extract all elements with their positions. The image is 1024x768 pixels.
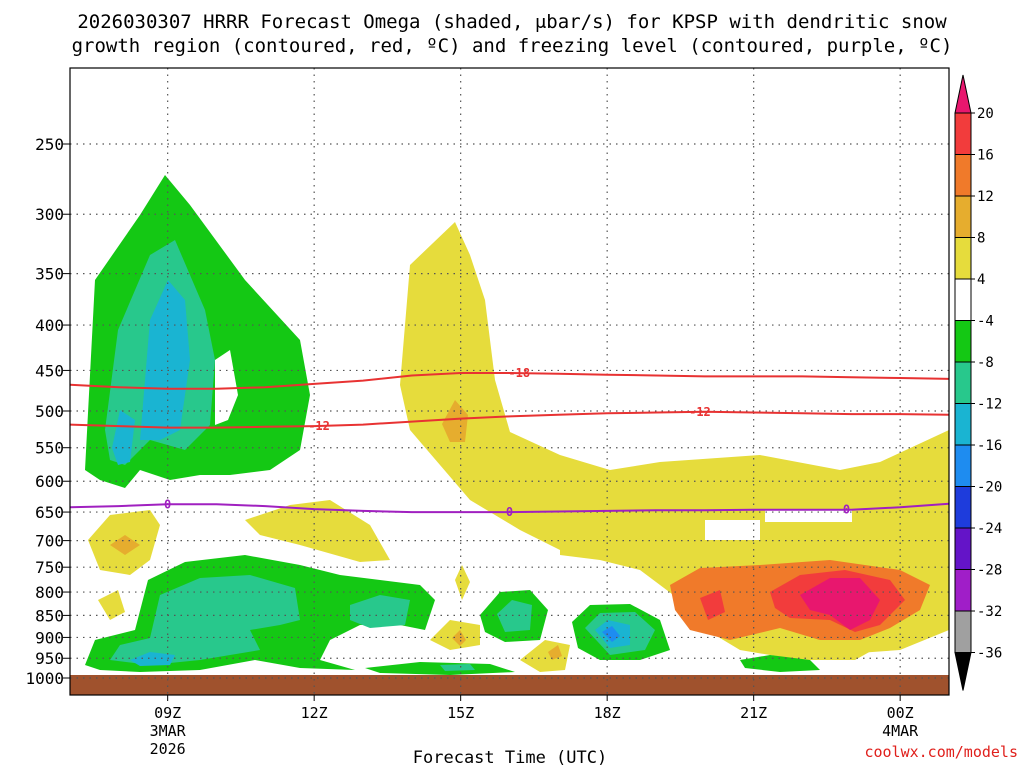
plot-area: -18 -12 -12 0 0 0 xyxy=(70,68,949,695)
y-tick-label: 650 xyxy=(35,503,64,522)
omega-region-green-surface xyxy=(365,662,515,675)
x-tick-label: 00Z xyxy=(887,704,914,722)
y-tick-label: 350 xyxy=(35,265,64,284)
omega-region-orange-blob-b xyxy=(452,630,466,646)
y-tick-label: 300 xyxy=(35,205,64,224)
omega-region-teal-lower-c xyxy=(497,600,532,632)
y-tick-label: 900 xyxy=(35,628,64,647)
chart-title-line2: growth region (contoured, red, ºC) and f… xyxy=(72,35,953,57)
omega-shading xyxy=(85,175,949,675)
colorbar: 20 16 12 8 4 -4 -8 -12 -16 -20 -24 -28 -32 -36 xyxy=(954,74,1002,691)
y-tick-label: 600 xyxy=(35,472,64,491)
omega-region-green-surface-b xyxy=(740,655,820,672)
colorbar-swatch xyxy=(954,569,972,612)
omega-region-cyan-lower xyxy=(130,652,175,666)
omega-region-pink-low xyxy=(800,578,880,630)
y-tick-label: 400 xyxy=(35,316,64,335)
x-tick-label: 18Z xyxy=(594,704,621,722)
y-tick-label: 850 xyxy=(35,606,64,625)
omega-region-red-low xyxy=(700,590,725,620)
x-tick-label: 21Z xyxy=(740,704,767,722)
colorbar-label: -4 xyxy=(977,314,994,330)
omega-clear-bar-1 xyxy=(705,520,760,540)
colorbar-label: -32 xyxy=(977,604,1002,620)
omega-region-teal-lower-b xyxy=(350,595,410,628)
omega-region-orange-blob-c xyxy=(548,645,562,660)
plot-frame xyxy=(69,67,950,696)
colorbar-label: -36 xyxy=(977,646,1002,662)
y-tick-label: 450 xyxy=(35,361,64,380)
colorbar-swatch xyxy=(954,444,972,487)
contour-label: 0 xyxy=(164,497,171,511)
x-axis-title: Forecast Time (UTC) xyxy=(413,748,607,768)
omega-region-yellow-blob-b xyxy=(98,590,125,620)
y-tick-label: 250 xyxy=(35,135,64,154)
y-tick-label: 950 xyxy=(35,649,64,668)
x-tick-date: 3MAR xyxy=(150,722,187,740)
x-tick-label: 12Z xyxy=(301,704,328,722)
colorbar-swatch xyxy=(954,74,972,114)
colorbar-label: 4 xyxy=(977,272,985,288)
colorbar-swatch xyxy=(954,320,972,363)
colorbar-label: -8 xyxy=(977,355,994,371)
omega-region-cyan-upper-b xyxy=(112,410,135,465)
y-axis: 250 300 350 400 450 500 550 600 650 700 750 800 850 9… xyxy=(25,135,70,688)
y-tick-label: 750 xyxy=(35,558,64,577)
omega-clear-bar-2 xyxy=(765,510,852,522)
omega-region-yellow-blob-d xyxy=(455,565,470,600)
omega-region-teal-surface xyxy=(440,664,475,671)
contour-label: 0 xyxy=(843,503,850,517)
contour-dgz-minus12 xyxy=(70,410,949,429)
colorbar-swatch xyxy=(954,610,972,653)
colorbar-label: -12 xyxy=(977,397,1002,413)
grid-lines xyxy=(70,68,949,695)
contour-label: 0 xyxy=(506,505,513,519)
colorbar-label: 20 xyxy=(977,106,994,122)
colorbar-swatch xyxy=(954,403,972,446)
y-tick-label: 700 xyxy=(35,532,64,551)
colorbar-swatch xyxy=(954,195,972,238)
omega-region-blue-lower-d xyxy=(602,626,620,642)
colorbar-swatch xyxy=(954,278,972,321)
omega-region-orange-mid xyxy=(442,400,468,442)
omega-region-teal-lower xyxy=(110,575,300,665)
x-tick-label: 09Z xyxy=(154,704,181,722)
colorbar-label: -16 xyxy=(977,438,1002,454)
x-tick-date: 4MAR xyxy=(882,722,919,740)
contour-label: -12 xyxy=(308,419,330,433)
colorbar-label: -24 xyxy=(977,521,1002,537)
y-tick-label: 1000 xyxy=(25,669,64,688)
colorbar-swatch xyxy=(954,486,972,529)
contour-freezing-level xyxy=(70,502,949,514)
omega-region-yellow-blob-c xyxy=(245,500,390,562)
colorbar-swatch xyxy=(954,361,972,404)
x-tick-year: 2026 xyxy=(150,740,186,758)
ground-terrain xyxy=(70,675,949,695)
omega-region-cyan-upper xyxy=(140,280,190,440)
colorbar-swatch xyxy=(954,527,972,570)
credit-text: coolwx.com/models xyxy=(864,743,1018,761)
colorbar-label: -28 xyxy=(977,563,1002,579)
y-tick-label: 550 xyxy=(35,439,64,458)
colorbar-swatch xyxy=(954,237,972,280)
colorbar-label: 16 xyxy=(977,148,994,164)
colorbar-label: -20 xyxy=(977,480,1002,496)
colorbar-label: 8 xyxy=(977,231,985,247)
y-tick-label: 800 xyxy=(35,583,64,602)
contour-label: -18 xyxy=(508,366,530,380)
omega-region-orange-blob-a xyxy=(110,535,140,555)
colorbar-swatch xyxy=(954,154,972,197)
y-tick-label: 500 xyxy=(35,402,64,421)
colorbar-swatch xyxy=(954,112,972,155)
colorbar-swatch xyxy=(954,652,972,691)
colorbar-label: 12 xyxy=(977,189,994,205)
contour-dgz-minus18 xyxy=(70,372,949,390)
contour-label: -12 xyxy=(689,405,711,419)
x-tick-label: 15Z xyxy=(447,704,474,722)
contour-lines: -18 -12 -12 0 0 0 xyxy=(70,366,949,519)
chart-title-line1: 2026030307 HRRR Forecast Omega (shaded, … xyxy=(77,11,947,33)
